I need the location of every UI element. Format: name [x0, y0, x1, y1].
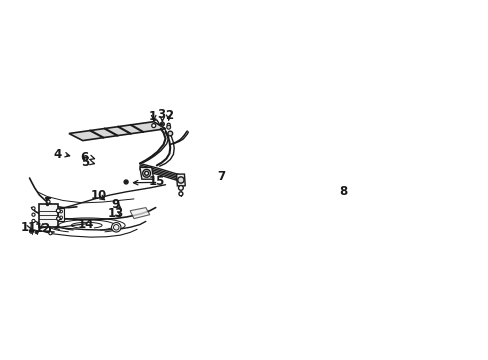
Polygon shape — [58, 208, 64, 221]
Circle shape — [57, 217, 60, 220]
Circle shape — [111, 222, 121, 232]
Circle shape — [151, 123, 155, 127]
Circle shape — [144, 171, 148, 175]
Circle shape — [30, 230, 32, 232]
Text: 10: 10 — [90, 189, 106, 202]
Text: 8: 8 — [338, 185, 346, 198]
Circle shape — [161, 123, 163, 125]
Circle shape — [60, 210, 62, 213]
Circle shape — [179, 192, 183, 196]
Circle shape — [113, 225, 119, 230]
Circle shape — [166, 125, 170, 129]
Circle shape — [142, 169, 150, 177]
Circle shape — [49, 231, 52, 235]
Text: 2: 2 — [165, 109, 173, 122]
Circle shape — [32, 207, 35, 210]
Text: 9: 9 — [111, 198, 119, 211]
Text: 13: 13 — [108, 207, 124, 220]
Circle shape — [178, 185, 183, 190]
Circle shape — [29, 229, 34, 233]
Polygon shape — [130, 208, 149, 219]
Polygon shape — [44, 197, 50, 198]
Circle shape — [124, 181, 127, 183]
Text: 3: 3 — [157, 108, 165, 121]
Circle shape — [36, 231, 38, 233]
Circle shape — [32, 213, 35, 216]
Text: 4: 4 — [54, 148, 62, 161]
Text: 7: 7 — [217, 170, 225, 183]
Text: 5: 5 — [81, 156, 89, 169]
Circle shape — [177, 177, 183, 183]
Circle shape — [167, 131, 172, 136]
Circle shape — [160, 122, 164, 126]
Text: 6: 6 — [81, 150, 89, 164]
Text: 1: 1 — [148, 110, 157, 123]
Circle shape — [35, 230, 38, 234]
Circle shape — [47, 200, 50, 203]
Circle shape — [60, 216, 62, 219]
Polygon shape — [39, 204, 58, 226]
Circle shape — [124, 180, 128, 184]
Circle shape — [32, 219, 35, 222]
Circle shape — [56, 209, 60, 213]
Text: 15: 15 — [148, 175, 165, 189]
Polygon shape — [69, 122, 165, 141]
Text: 14: 14 — [78, 218, 94, 231]
Polygon shape — [140, 167, 153, 179]
Text: 12: 12 — [34, 222, 51, 235]
Circle shape — [167, 123, 170, 126]
Text: 11: 11 — [21, 221, 37, 234]
Polygon shape — [176, 174, 185, 186]
